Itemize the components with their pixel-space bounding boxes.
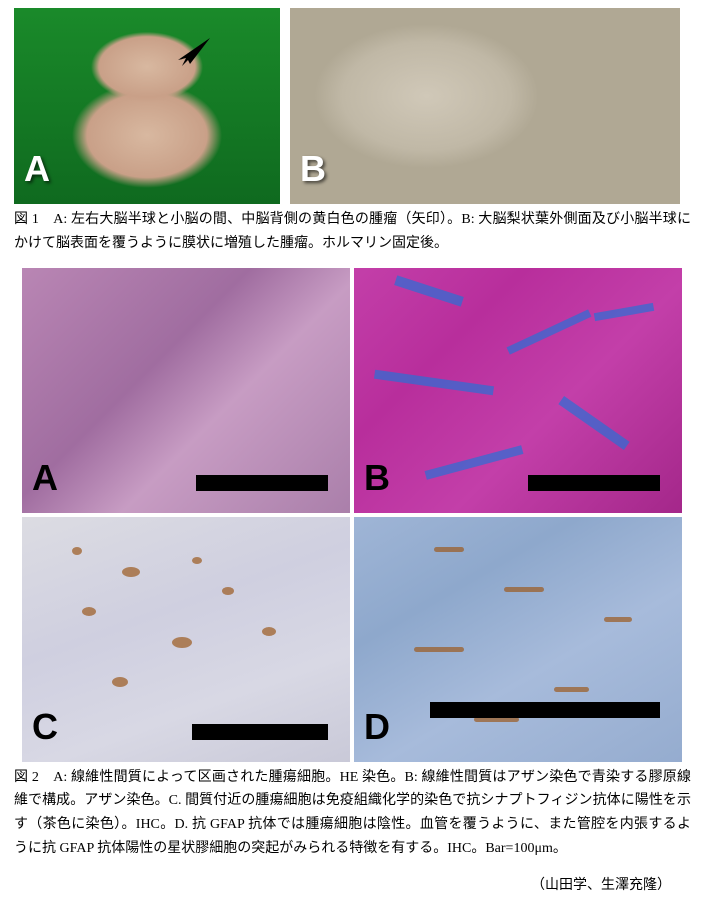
fig2-panel-b: B xyxy=(354,268,682,513)
fig1-panel-a: A xyxy=(14,8,280,204)
scale-bar-icon xyxy=(430,702,660,718)
fig2-b-letter: B xyxy=(364,449,390,507)
fig2-panel-a: A xyxy=(22,268,350,513)
arrow-icon xyxy=(174,36,214,68)
fig2-c-letter: C xyxy=(32,698,58,756)
fig2-d-letter: D xyxy=(364,698,390,756)
fig2-panel-c: C xyxy=(22,517,350,762)
fig1-b-photo xyxy=(290,8,680,204)
fig1-a-photo xyxy=(14,8,280,204)
figure-2: A B C D xyxy=(22,268,682,762)
fig2-panel-d: D xyxy=(354,517,682,762)
figure-1: A B xyxy=(14,8,691,204)
figure-1-caption: 図 1 A: 左右大脳半球と小脳の間、中脳背側の黄白色の腫瘤（矢印）。B: 大脳… xyxy=(14,208,691,256)
fig1-b-letter: B xyxy=(300,140,326,198)
scale-bar-icon xyxy=(196,475,328,491)
scale-bar-icon xyxy=(528,475,660,491)
figure-2-caption: 図 2 A: 線維性間質によって区画された腫瘍細胞。HE 染色。B: 線維性間質… xyxy=(14,766,691,861)
scale-bar-icon xyxy=(192,724,328,740)
fig2-a-letter: A xyxy=(32,449,58,507)
fig1-panel-b: B xyxy=(290,8,680,204)
fig1-a-letter: A xyxy=(24,140,50,198)
byline: （山田学、生澤充隆） xyxy=(14,875,691,897)
